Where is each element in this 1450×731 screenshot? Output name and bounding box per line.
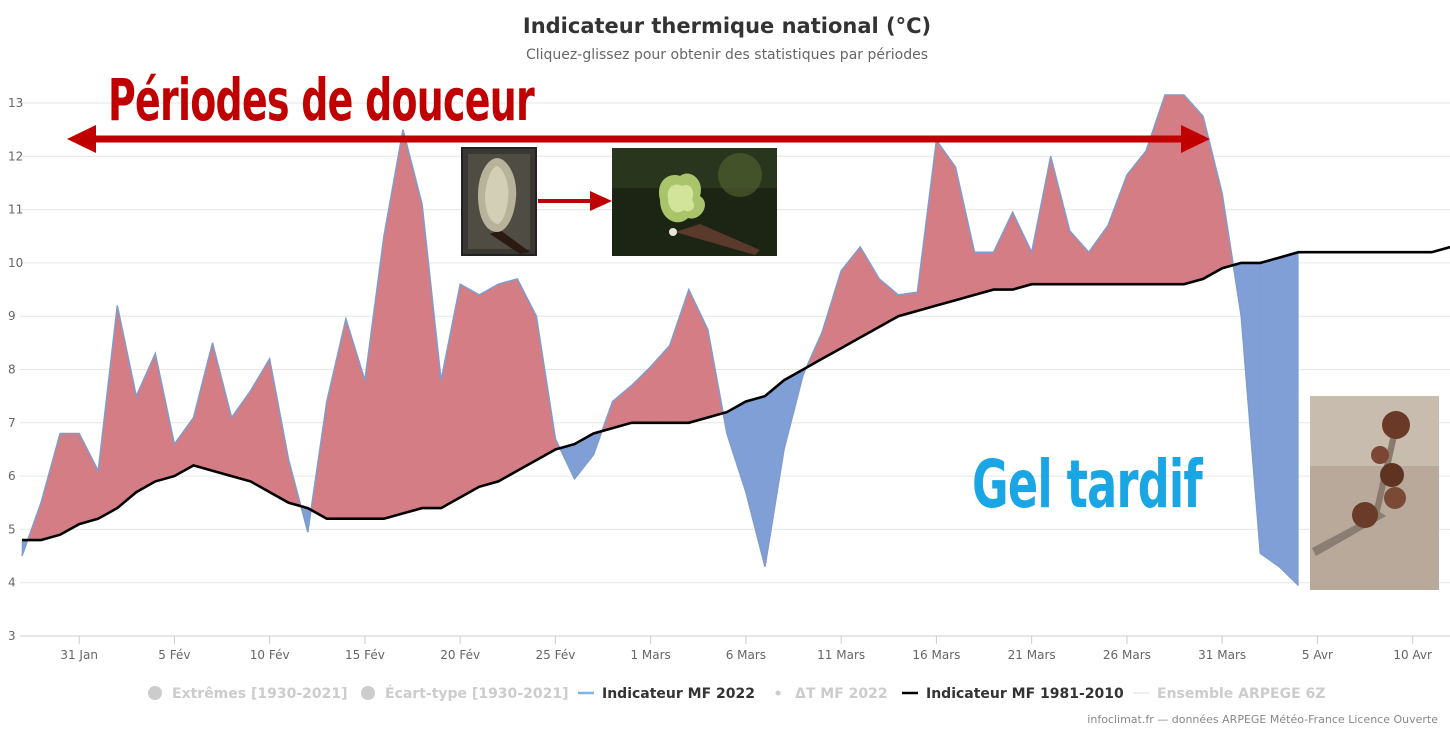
x-tick-label: 5 Fév (158, 648, 190, 662)
series-line-mf-1981-2010 (22, 245, 1450, 542)
legend[interactable]: Extrêmes [1930-2021] Écart-type [1930-202… (148, 685, 1325, 702)
x-tick-label: 11 Mars (817, 648, 865, 662)
warm-periods-label: Périodes de douceur (108, 66, 535, 134)
x-axis: 31 Jan 5 Fév 10 Fév 15 Fév 20 Fév 25 Fév 1 Mar… (60, 636, 1432, 662)
arrow-right-head-icon (1181, 125, 1210, 153)
x-tick-label: 10 Avr (1393, 648, 1432, 662)
legend-item[interactable]: Extrêmes [1930-2021] (148, 686, 348, 702)
x-tick-label: 21 Mars (1008, 648, 1056, 662)
anomaly-segment (1183, 94, 1204, 285)
anomaly-areas (21, 94, 1299, 587)
x-tick-label: 16 Mars (912, 648, 960, 662)
anomaly-segment (497, 278, 518, 482)
series-lines[interactable] (21, 94, 1450, 586)
legend-item[interactable]: Indicateur MF 1981-2010 (902, 686, 1124, 702)
credits[interactable]: infoclimat.fr — données ARPEGE Météo-Fra… (1087, 713, 1438, 726)
legend-item[interactable]: Indicateur MF 2022 (578, 686, 755, 702)
legend-item[interactable]: Ensemble ARPEGE 6Z (1133, 686, 1325, 702)
x-tick-label: 10 Fév (250, 648, 290, 662)
legend-label: Extrêmes [1930-2021] (172, 686, 348, 702)
x-tick-label: 15 Fév (345, 648, 385, 662)
series-line-mf-2022 (21, 94, 1299, 586)
anomaly-segment (478, 283, 499, 488)
y-tick-label: 9 (8, 309, 16, 323)
late-frost-label: Gel tardif (972, 446, 1204, 523)
y-tick-label: 8 (8, 363, 16, 377)
chart-title: Indicateur thermique national (°C) (523, 14, 931, 38)
x-tick-label: 31 Mars (1198, 648, 1246, 662)
legend-circle-icon (148, 686, 162, 700)
closed-bud-photo (461, 147, 537, 256)
anomaly-segment (936, 139, 956, 306)
y-tick-label: 6 (8, 469, 16, 483)
frozen-shoots-photo (1310, 396, 1439, 590)
arrow-left-head-icon (67, 125, 96, 153)
legend-dot-icon (775, 690, 781, 696)
anomaly-segment (59, 433, 80, 536)
legend-item[interactable]: ΔT MF 2022 (775, 686, 888, 702)
x-tick-label: 20 Fév (440, 648, 480, 662)
y-tick-label: 4 (8, 576, 16, 590)
legend-label: Ensemble ARPEGE 6Z (1157, 686, 1325, 702)
legend-label: ΔT MF 2022 (795, 686, 888, 702)
anomaly-segment (1259, 257, 1280, 568)
opening-bud-photo (612, 148, 777, 256)
anomaly-segment (1279, 251, 1299, 587)
legend-label: Indicateur MF 1981-2010 (926, 686, 1124, 702)
warm-periods-annotation: Périodes de douceur (67, 66, 1210, 153)
y-tick-label: 7 (8, 416, 16, 430)
y-tick-label: 5 (8, 522, 16, 536)
y-tick-label: 12 (8, 149, 23, 163)
legend-label: Indicateur MF 2022 (602, 686, 755, 702)
y-axis: 3 4 5 6 7 8 9 10 11 12 13 (8, 96, 23, 643)
y-tick-label: 11 (8, 203, 23, 217)
y-tick-label: 10 (8, 256, 23, 270)
legend-circle-icon (361, 686, 375, 700)
legend-label: Écart-type [1930-2021] (385, 685, 568, 702)
chart-subtitle: Cliquez-glissez pour obtenir des statist… (526, 47, 928, 63)
x-tick-label: 26 Mars (1103, 648, 1151, 662)
anomaly-segment (1164, 94, 1185, 285)
legend-item[interactable]: Écart-type [1930-2021] (361, 685, 568, 702)
x-tick-label: 6 Mars (726, 648, 766, 662)
x-tick-label: 25 Fév (535, 648, 575, 662)
bud-transition-arrow-icon (538, 191, 612, 211)
anomaly-segment (459, 283, 480, 498)
y-tick-label: 3 (8, 629, 16, 643)
x-tick-label: 1 Mars (630, 648, 670, 662)
x-tick-label: 31 Jan (60, 648, 98, 662)
anomaly-segment (974, 251, 994, 296)
y-tick-label: 13 (8, 96, 23, 110)
x-tick-label: 5 Avr (1302, 648, 1333, 662)
